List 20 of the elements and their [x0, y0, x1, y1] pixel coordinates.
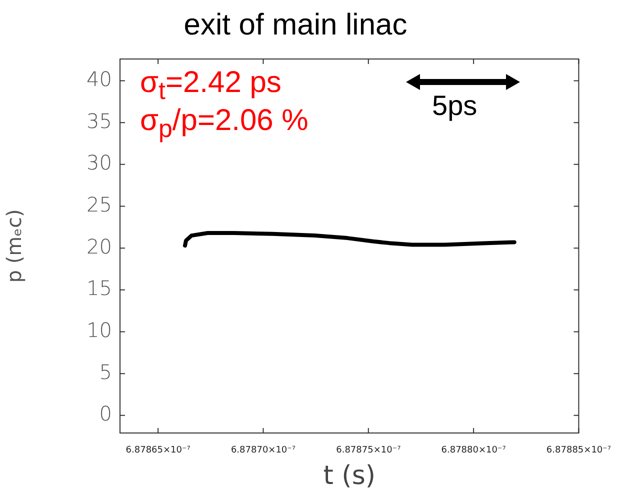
annotation: σ$_{t}$=2.42 ps: [140, 66, 282, 105]
y-tick-label: 5: [99, 360, 112, 384]
x-axis-title: t (s): [323, 461, 376, 492]
annotation: σ$_{p}$/p=2.06 %: [140, 104, 308, 143]
chart-title: exit of main linac: [184, 8, 408, 42]
y-tick-label: 0: [99, 402, 112, 426]
y-tick-label: 15: [86, 276, 112, 300]
y-tick-label: 10: [86, 318, 112, 342]
x-tick-label: 6.87880×10⁻⁷: [441, 446, 506, 456]
y-axis-title: p (mₑc): [2, 209, 26, 283]
y-tick-label: 25: [86, 192, 112, 216]
y-tick-label: 40: [86, 66, 112, 91]
annotation: 5ps: [432, 90, 478, 121]
x-tick-label: 6.87865×10⁻⁷: [126, 446, 191, 456]
y-tick-label: 20: [86, 234, 112, 258]
x-tick-label: 6.87870×10⁻⁷: [230, 446, 296, 456]
y-tick-label: 30: [86, 150, 112, 175]
x-tick-label: 6.87885×10⁻⁷: [546, 446, 612, 456]
x-tick-label: 6.87875×10⁻⁷: [336, 446, 402, 456]
y-tick-label: 35: [86, 108, 112, 133]
